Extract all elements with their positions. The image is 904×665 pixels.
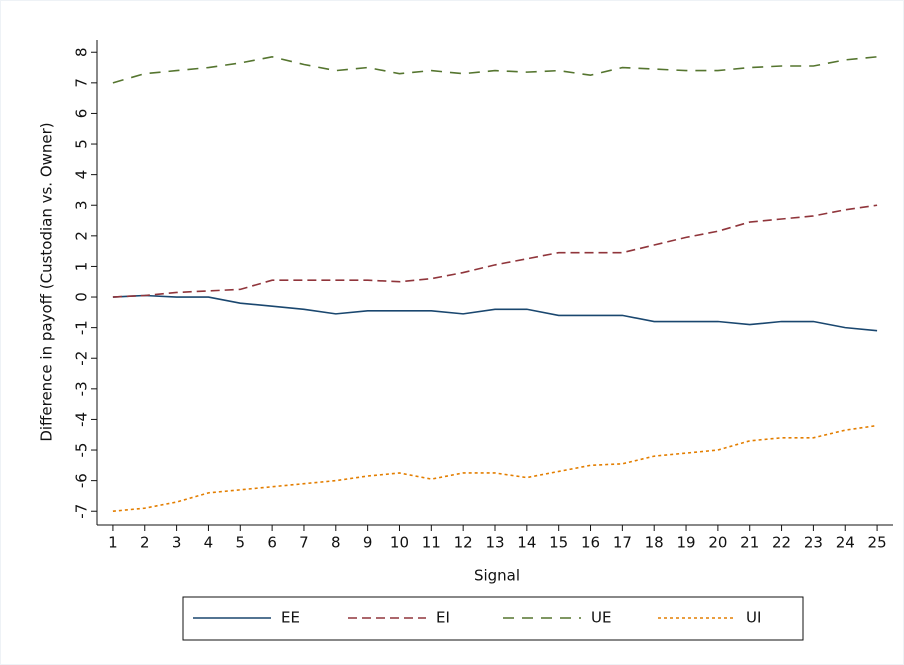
y-tick-label: -4 [73, 412, 91, 427]
y-tick-label: 3 [73, 200, 91, 210]
legend-label: UE [591, 609, 611, 627]
y-tick-label: 2 [73, 231, 91, 241]
y-axis-title: Difference in payoff (Custodian vs. Owne… [38, 122, 56, 441]
x-tick-label: 19 [676, 534, 695, 552]
x-tick-label: 12 [454, 534, 473, 552]
x-tick-label: 3 [172, 534, 182, 552]
y-tick-label: 6 [73, 109, 91, 119]
y-tick-label: -3 [73, 381, 91, 396]
y-tick-label: 4 [73, 170, 91, 180]
x-tick-label: 6 [267, 534, 277, 552]
x-tick-label: 13 [485, 534, 504, 552]
x-tick-label: 15 [549, 534, 568, 552]
y-tick-label: -2 [73, 351, 91, 366]
y-tick-label: 7 [73, 78, 91, 88]
x-tick-label: 17 [613, 534, 632, 552]
series-line [112, 294, 878, 332]
x-tick-label: 14 [517, 534, 536, 552]
series-line [112, 424, 878, 513]
legend-label: EI [436, 609, 450, 627]
x-tick-label: 1 [108, 534, 118, 552]
x-tick-label: 5 [236, 534, 246, 552]
x-tick-label: 8 [331, 534, 341, 552]
y-tick-label: -6 [73, 473, 91, 488]
x-tick-label: 16 [581, 534, 600, 552]
y-tick-label: 1 [73, 262, 91, 272]
x-tick-label: 11 [422, 534, 441, 552]
legend-box [182, 596, 804, 641]
x-tick-label: 24 [836, 534, 855, 552]
x-tick-label: 10 [390, 534, 409, 552]
x-axis-title: Signal [474, 567, 520, 585]
x-tick-label: 25 [868, 534, 887, 552]
series-line [112, 204, 878, 298]
x-tick-label: 22 [772, 534, 791, 552]
x-tick-label: 21 [740, 534, 759, 552]
x-tick-label: 7 [299, 534, 309, 552]
legend-label: UI [746, 609, 761, 627]
y-tick-label: -1 [73, 320, 91, 335]
series-line [112, 56, 878, 84]
x-tick-label: 2 [140, 534, 150, 552]
y-tick-label: 8 [73, 47, 91, 57]
x-tick-label: 9 [363, 534, 373, 552]
x-tick-label: 4 [204, 534, 214, 552]
legend-label: EE [281, 609, 300, 627]
x-tick-label: 18 [645, 534, 664, 552]
x-tick-label: 23 [804, 534, 823, 552]
x-tick-label: 20 [708, 534, 727, 552]
y-tick-label: -7 [73, 504, 91, 519]
y-tick-label: 5 [73, 139, 91, 149]
y-tick-label: -5 [73, 443, 91, 458]
y-tick-label: 0 [73, 292, 91, 302]
